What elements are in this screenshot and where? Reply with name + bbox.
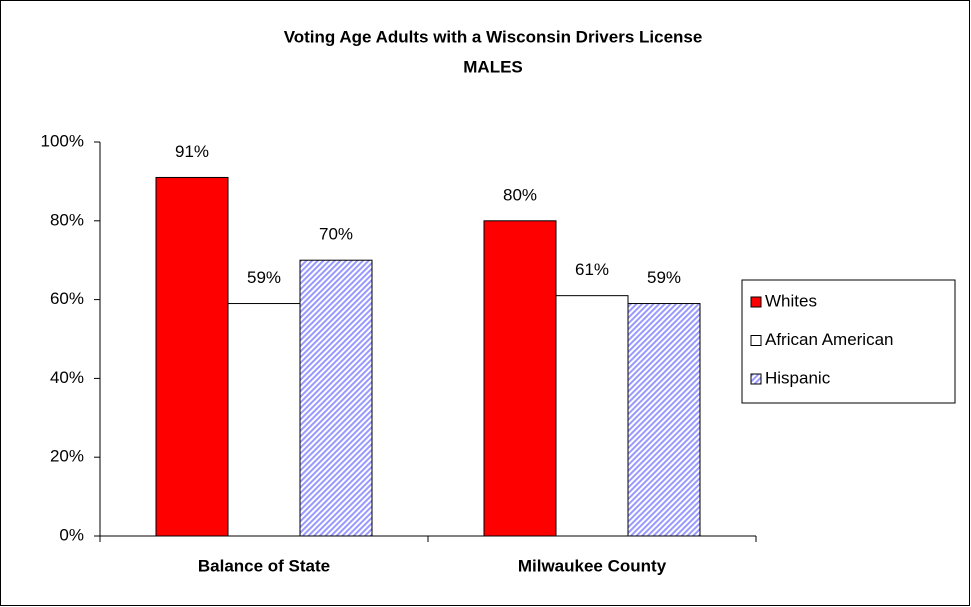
bar (227, 303, 301, 537)
y-tick-label: 60% (50, 289, 84, 308)
chart-title: Voting Age Adults with a Wisconsin Drive… (284, 27, 703, 46)
legend-swatch (750, 335, 762, 346)
y-tick-label: 100% (41, 131, 84, 150)
value-label: 70% (319, 225, 353, 244)
bar (299, 259, 373, 537)
x-tick-label: Milwaukee County (518, 556, 667, 575)
legend-label: African American (765, 330, 894, 349)
value-label: 59% (247, 268, 281, 287)
bar (627, 303, 701, 537)
bar (155, 176, 229, 537)
y-tick-label: 80% (50, 210, 84, 229)
value-label: 61% (575, 260, 609, 279)
value-label: 80% (503, 185, 537, 204)
x-tick-label: Balance of State (198, 556, 330, 575)
y-tick-label: 0% (59, 525, 84, 544)
legend-swatch (750, 296, 762, 308)
y-tick-label: 40% (50, 368, 84, 387)
bar (483, 220, 557, 537)
legend-label: Whites (765, 291, 817, 310)
legend-box (741, 279, 956, 404)
bar (555, 295, 629, 537)
value-label: 91% (175, 142, 209, 161)
legend-label: Hispanic (765, 368, 831, 387)
y-tick-label: 20% (50, 447, 84, 466)
value-label: 59% (647, 268, 681, 287)
legend-swatch (750, 373, 762, 385)
chart-subtitle: MALES (463, 57, 523, 76)
